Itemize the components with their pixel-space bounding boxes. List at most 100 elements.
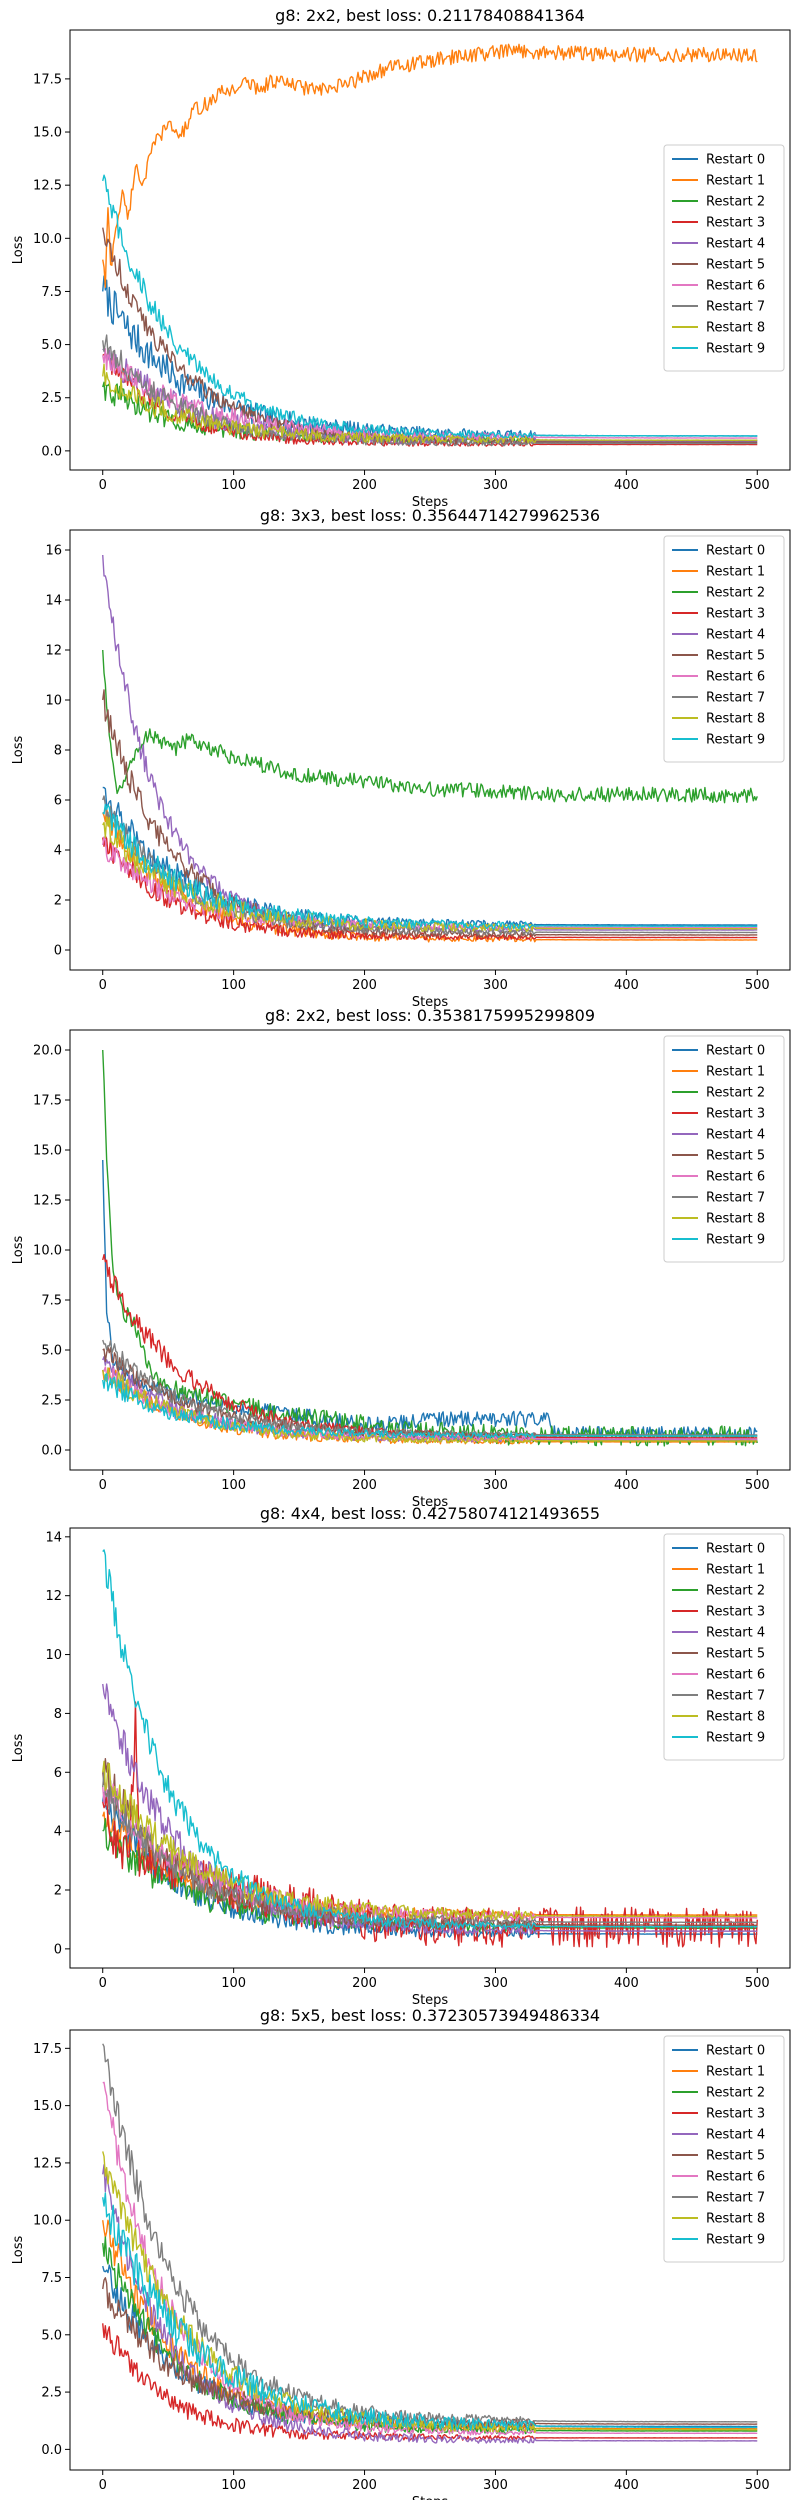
x-tick-label: 300 [483, 978, 508, 993]
x-axis-label: Steps [412, 1495, 449, 1510]
x-tick-label: 400 [614, 478, 639, 493]
x-tick-label: 500 [745, 1478, 770, 1493]
x-tick-label: 400 [614, 1478, 639, 1493]
x-axis-label: Steps [412, 2495, 449, 2500]
y-tick-label: 20.0 [33, 1044, 62, 1059]
series-group [102, 1549, 758, 1948]
x-axis-label: Steps [412, 495, 449, 510]
series-line-9 [102, 1549, 758, 1930]
series-group [102, 1049, 758, 1447]
chart-panel-1: g8: 3x3, best loss: 0.35644714279962536 0… [11, 506, 791, 1010]
legend-label-1: Restart 1 [706, 565, 765, 580]
legend-label-7: Restart 7 [706, 1191, 765, 1206]
x-tick-label: 0 [99, 2478, 107, 2493]
legend-label-1: Restart 1 [706, 1065, 765, 1080]
legend: Restart 0 Restart 1 Restart 2 Restart 3 Rest… [663, 535, 785, 763]
legend-label-5: Restart 5 [706, 649, 765, 664]
x-axis-label: Steps [412, 995, 449, 1010]
x-tick-label: 200 [352, 978, 377, 993]
legend-label-9: Restart 9 [706, 1233, 765, 1248]
y-tick-label: 0.0 [41, 444, 62, 459]
series-line-8 [102, 363, 758, 444]
y-tick-label: 12 [45, 1589, 62, 1604]
legend: Restart 0 Restart 1 Restart 2 Restart 3 Rest… [663, 1533, 785, 1761]
legend-label-3: Restart 3 [706, 216, 765, 231]
x-tick-label: 400 [614, 2478, 639, 2493]
series-line-6 [102, 2081, 758, 2436]
series-group [102, 2043, 758, 2444]
y-tick-label: 17.5 [33, 1094, 62, 1109]
legend-label-8: Restart 8 [706, 2212, 765, 2227]
y-tick-label: 8 [54, 1707, 62, 1722]
legend: Restart 0 Restart 1 Restart 2 Restart 3 Rest… [663, 2035, 785, 2263]
y-tick-label: 15.0 [33, 2099, 62, 2114]
series-line-2 [102, 649, 758, 804]
y-tick-label: 10 [45, 1648, 62, 1663]
y-tick-label: 5.0 [41, 2328, 62, 2343]
x-tick-label: 500 [745, 978, 770, 993]
series-line-3 [102, 835, 758, 941]
legend-label-5: Restart 5 [706, 258, 765, 273]
legend-label-4: Restart 4 [706, 1128, 765, 1143]
y-tick-label: 5.0 [41, 1344, 62, 1359]
y-axis-label: Loss [11, 236, 26, 265]
x-tick-label: 400 [614, 978, 639, 993]
y-tick-label: 2.5 [41, 391, 62, 406]
legend-label-3: Restart 3 [706, 607, 765, 622]
y-axis-label: Loss [11, 1236, 26, 1265]
series-line-8 [102, 816, 758, 933]
legend-label-0: Restart 0 [706, 2044, 765, 2059]
chart-title: g8: 3x3, best loss: 0.35644714279962536 [260, 506, 600, 525]
y-tick-label: 17.5 [33, 72, 62, 87]
y-tick-label: 7.5 [41, 1294, 62, 1309]
y-axis-label: Loss [11, 2236, 26, 2265]
y-tick-label: 6 [54, 1766, 62, 1781]
legend-label-8: Restart 8 [706, 321, 765, 336]
x-tick-label: 0 [99, 978, 107, 993]
y-tick-label: 2.5 [41, 1394, 62, 1409]
legend-label-5: Restart 5 [706, 1647, 765, 1662]
series-line-3 [102, 2323, 758, 2441]
y-tick-label: 5.0 [41, 338, 62, 353]
y-tick-label: 14 [45, 594, 62, 609]
y-tick-label: 6 [54, 794, 62, 809]
legend-label-6: Restart 6 [706, 670, 765, 685]
series-line-5 [102, 227, 758, 445]
legend-label-8: Restart 8 [706, 712, 765, 727]
x-tick-label: 100 [221, 1976, 246, 1991]
y-tick-label: 15.0 [33, 1144, 62, 1159]
x-tick-label: 500 [745, 478, 770, 493]
legend-label-2: Restart 2 [706, 1086, 765, 1101]
series-line-2 [102, 2236, 758, 2435]
y-tick-label: 12 [45, 644, 62, 659]
chart-panel-2: g8: 2x2, best loss: 0.3538175995299809 0 1… [11, 1006, 791, 1510]
legend-label-4: Restart 4 [706, 2128, 765, 2143]
series-line-2 [102, 1817, 758, 1933]
x-tick-label: 500 [745, 2478, 770, 2493]
x-tick-label: 0 [99, 478, 107, 493]
x-tick-label: 100 [221, 478, 246, 493]
x-tick-label: 200 [352, 1478, 377, 1493]
y-tick-label: 12.5 [33, 1194, 62, 1209]
chart-title: g8: 5x5, best loss: 0.37230573949486334 [260, 2006, 600, 2025]
axes-frame [69, 29, 791, 471]
chart-title: g8: 2x2, best loss: 0.21178408841364 [275, 6, 585, 25]
series-line-6 [102, 1782, 758, 1922]
y-tick-label: 17.5 [33, 2042, 62, 2057]
legend-label-6: Restart 6 [706, 2170, 765, 2185]
legend-label-2: Restart 2 [706, 1584, 765, 1599]
series-line-9 [102, 803, 758, 930]
x-tick-label: 300 [483, 1976, 508, 1991]
legend-label-1: Restart 1 [706, 174, 765, 189]
legend-label-0: Restart 0 [706, 544, 765, 559]
y-tick-label: 12.5 [33, 179, 62, 194]
series-group [102, 554, 758, 943]
x-tick-label: 200 [352, 1976, 377, 1991]
series-line-4 [102, 554, 758, 933]
y-axis-label: Loss [11, 736, 26, 765]
y-tick-label: 12.5 [33, 2156, 62, 2171]
legend-label-0: Restart 0 [706, 1542, 765, 1557]
chart-panel-3: g8: 4x4, best loss: 0.42758074121493655 0… [11, 1504, 791, 2008]
series-line-8 [102, 2151, 758, 2434]
